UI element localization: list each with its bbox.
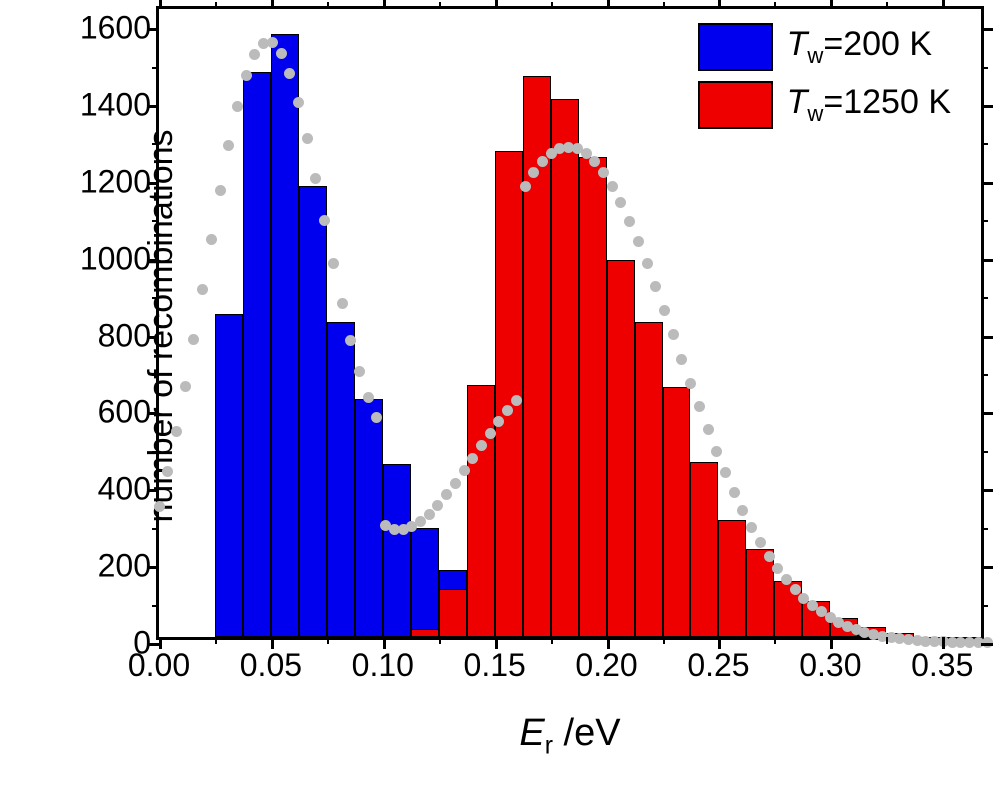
x-tick-label-0.25: 0.25 [687, 647, 749, 684]
y-tick-right-minor-500 [981, 451, 988, 453]
x-tick-label-0.15: 0.15 [464, 647, 526, 684]
legend-label-tw1250: Tw=1250 K [787, 83, 951, 127]
y-tick-label-200: 200 [98, 548, 151, 585]
y-tick-right-600 [981, 412, 993, 415]
x-tick-minor-0.07500000000000001 [327, 637, 329, 644]
x-tick-minor-0.025 [215, 637, 217, 644]
y-tick-right-minor-900 [981, 297, 988, 299]
plot-area: number of recombinations Er /eV 0 200 400 6… [156, 6, 984, 640]
legend-item-blue: Tw=200 K [698, 23, 951, 71]
legend-label-tw200: Tw=200 K [787, 25, 932, 69]
y-tick-minor-500 [152, 451, 159, 453]
x-tick-label-0.2: 0.20 [575, 647, 637, 684]
x-tick-minor-0.175 [551, 637, 553, 644]
y-tick-minor-900 [152, 297, 159, 299]
x-tick-minor-0.275 [774, 637, 776, 644]
x-tick-top-minor-0.325 [886, 2, 888, 9]
y-tick-right-0 [981, 643, 993, 646]
legend: Tw=200 K Tw=1250 K [698, 23, 951, 129]
legend-swatch-tw1250 [698, 81, 773, 129]
x-tick-top-0.15 [495, 0, 498, 9]
x-tick-label-0.1: 0.10 [352, 647, 414, 684]
x-tick-top-0.35 [942, 0, 945, 9]
x-tick-top-minor-0.275 [774, 2, 776, 9]
y-tick-right-800 [981, 336, 993, 339]
y-tick-right-1000 [981, 259, 993, 262]
y-tick-right-400 [981, 489, 993, 492]
legend-swatch-tw200 [698, 23, 773, 71]
x-tick-top-minor-0.025 [215, 2, 217, 9]
y-tick-minor-1300 [152, 143, 159, 145]
x-tick-top-minor-0.225 [663, 2, 665, 9]
y-tick-right-200 [981, 566, 993, 569]
y-tick-label-600: 600 [98, 394, 151, 431]
x-tick-label-0.35: 0.35 [911, 647, 973, 684]
y-tick-right-1400 [981, 105, 993, 108]
y-tick-label-400: 400 [98, 471, 151, 508]
y-tick-right-minor-1500 [981, 67, 988, 69]
y-tick-label-1600: 1600 [80, 10, 151, 47]
x-tick-top-0 [159, 0, 162, 9]
x-tick-minor-0.125 [439, 637, 441, 644]
y-tick-right-minor-300 [981, 528, 988, 530]
y-tick-minor-100 [152, 605, 159, 607]
y-tick-minor-300 [152, 528, 159, 530]
x-tick-label-0.3: 0.30 [799, 647, 861, 684]
x-tick-top-0.3 [830, 0, 833, 9]
y-tick-minor-1500 [152, 67, 159, 69]
x-tick-top-0.2 [607, 0, 610, 9]
x-tick-label-0: 0.00 [128, 647, 190, 684]
y-tick-right-minor-100 [981, 605, 988, 607]
chart-container: number of recombinations Er /eV 0 200 400 6… [0, 0, 1000, 802]
x-tick-top-minor-0.125 [439, 2, 441, 9]
y-tick-right-1600 [981, 28, 993, 31]
y-tick-right-1200 [981, 182, 993, 185]
x-tick-top-0.1 [383, 0, 386, 9]
y-tick-right-minor-1300 [981, 143, 988, 145]
x-tick-top-minor-0.175 [551, 2, 553, 9]
y-tick-label-1200: 1200 [80, 163, 151, 200]
legend-item-red: Tw=1250 K [698, 81, 951, 129]
y-tick-minor-1100 [152, 220, 159, 222]
y-tick-right-minor-1100 [981, 220, 988, 222]
y-tick-minor-700 [152, 374, 159, 376]
x-tick-minor-0.325 [886, 637, 888, 644]
x-tick-top-0.05 [271, 0, 274, 9]
y-tick-right-minor-700 [981, 374, 988, 376]
x-tick-top-minor-0.07500000000000001 [327, 2, 329, 9]
y-tick-label-800: 800 [98, 317, 151, 354]
y-tick-label-1400: 1400 [80, 87, 151, 124]
x-axis-label: Er /eV [519, 712, 620, 761]
x-tick-label-0.05: 0.05 [240, 647, 302, 684]
x-tick-minor-0.225 [663, 637, 665, 644]
y-tick-label-1000: 1000 [80, 240, 151, 277]
x-tick-top-0.25 [718, 0, 721, 9]
